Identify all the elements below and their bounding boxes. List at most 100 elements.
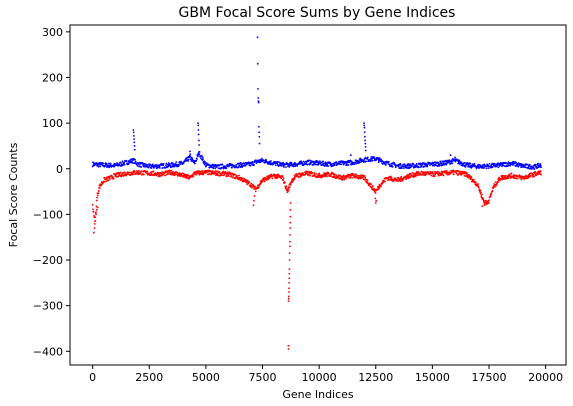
red-data-point xyxy=(165,173,168,176)
blue-data-point xyxy=(363,126,366,129)
red-data-point xyxy=(318,172,321,175)
red-data-point xyxy=(95,211,97,214)
red-data-point xyxy=(393,179,395,182)
red-data-point xyxy=(98,187,101,190)
red-data-point xyxy=(442,174,445,177)
x-tick-label: 10000 xyxy=(302,371,337,384)
blue-data-point xyxy=(339,163,341,165)
red-data-point xyxy=(390,176,393,179)
red-data-point xyxy=(94,220,97,223)
blue-data-point xyxy=(278,164,281,166)
blue-data-point xyxy=(527,166,530,169)
blue-data-point xyxy=(406,164,409,167)
blue-data-point xyxy=(285,166,287,169)
blue-data-point xyxy=(161,167,164,169)
red-data-point xyxy=(413,172,415,175)
blue-data-point xyxy=(189,155,192,158)
blue-data-point xyxy=(464,165,467,168)
blue-data-point xyxy=(197,133,200,136)
blue-data-point xyxy=(411,165,413,168)
blue-data-point xyxy=(121,160,124,163)
red-data-point xyxy=(126,172,128,175)
red-data-point xyxy=(128,171,131,174)
blue-data-point xyxy=(256,62,259,65)
blue-data-point xyxy=(212,167,215,170)
red-data-point xyxy=(529,175,532,177)
red-data-point xyxy=(112,176,114,178)
red-data-point xyxy=(238,174,240,177)
blue-data-point xyxy=(243,162,246,165)
blue-data-point xyxy=(105,162,108,165)
blue-data-point xyxy=(123,161,126,164)
red-data-point xyxy=(252,204,255,207)
red-data-point xyxy=(345,177,348,180)
red-data-point xyxy=(310,170,312,173)
blue-data-point xyxy=(197,124,200,127)
red-data-point xyxy=(436,170,439,173)
blue-data-point xyxy=(475,167,478,170)
blue-data-point xyxy=(370,156,373,158)
red-data-point xyxy=(286,189,289,192)
red-data-point xyxy=(479,189,482,192)
red-data-point xyxy=(110,174,113,177)
blue-data-point xyxy=(132,131,135,134)
blue-data-point xyxy=(215,166,218,169)
blue-data-point xyxy=(538,165,541,168)
blue-data-point xyxy=(133,141,136,144)
x-tick-label: 20000 xyxy=(528,371,563,384)
red-data-point xyxy=(271,177,274,180)
blue-data-point xyxy=(219,163,222,166)
red-data-point xyxy=(394,177,397,180)
red-data-point xyxy=(230,175,233,177)
blue-data-point xyxy=(123,163,126,166)
red-data-point xyxy=(478,187,480,189)
red-data-point xyxy=(103,180,106,183)
red-data-point xyxy=(132,173,134,176)
red-data-point xyxy=(477,183,480,185)
blue-data-point xyxy=(133,138,135,140)
blue-data-point xyxy=(233,164,235,167)
red-data-point xyxy=(432,173,435,175)
red-data-point xyxy=(323,172,325,174)
blue-data-point xyxy=(198,150,201,153)
blue-data-point xyxy=(327,165,329,168)
blue-data-point xyxy=(531,168,533,170)
red-data-point xyxy=(152,170,155,173)
blue-data-point xyxy=(477,165,480,168)
blue-data-point xyxy=(301,161,304,164)
blue-data-point xyxy=(485,167,488,170)
red-data-point xyxy=(92,208,94,211)
red-data-point xyxy=(481,205,484,208)
blue-data-point xyxy=(200,154,203,157)
red-data-point xyxy=(116,176,119,178)
red-data-point xyxy=(231,176,234,179)
red-data-point xyxy=(459,170,462,173)
red-data-point xyxy=(97,192,100,195)
red-data-point xyxy=(502,174,504,177)
red-data-point xyxy=(293,178,296,181)
red-data-point xyxy=(218,170,221,173)
blue-data-point xyxy=(366,156,369,159)
blue-data-point xyxy=(258,135,261,138)
red-data-point xyxy=(282,177,285,179)
red-data-point xyxy=(480,195,483,198)
red-data-point xyxy=(493,186,496,188)
red-data-point xyxy=(374,197,377,200)
red-data-point xyxy=(289,202,292,204)
blue-data-point xyxy=(257,87,259,90)
red-data-point xyxy=(494,181,497,183)
blue-data-point xyxy=(523,164,526,167)
blue-data-point xyxy=(417,166,420,169)
red-data-point xyxy=(97,190,100,192)
blue-data-point xyxy=(147,166,150,169)
blue-data-point xyxy=(333,164,336,166)
blue-data-point xyxy=(432,162,435,164)
red-data-point xyxy=(156,173,159,176)
red-data-point xyxy=(540,173,542,176)
blue-data-point xyxy=(140,166,143,168)
blue-data-point xyxy=(220,166,223,169)
red-data-point xyxy=(112,177,115,180)
red-data-point xyxy=(378,184,381,186)
red-data-point xyxy=(451,171,454,174)
red-data-point xyxy=(285,185,288,188)
